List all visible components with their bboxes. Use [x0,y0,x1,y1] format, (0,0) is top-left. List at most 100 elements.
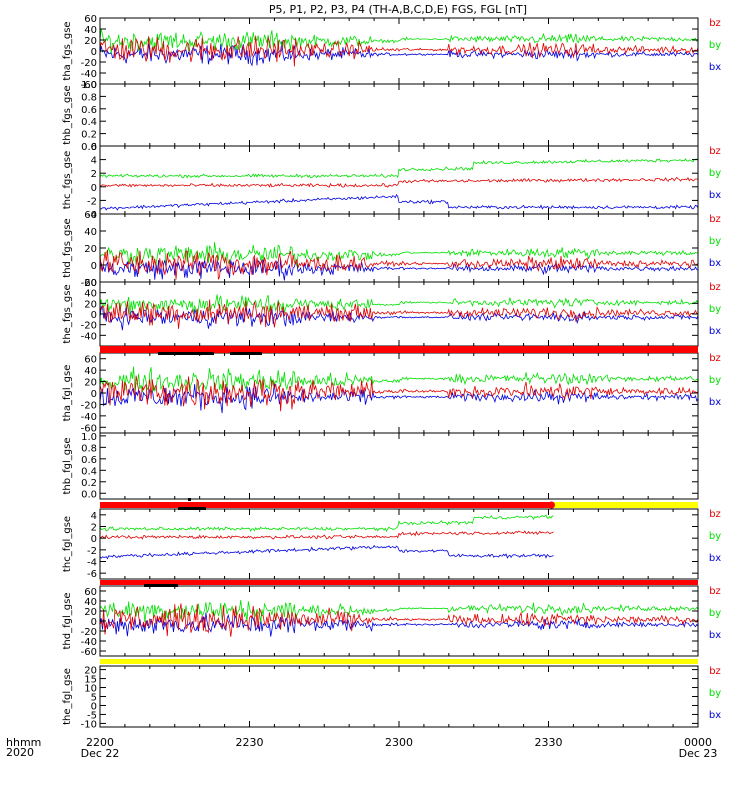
status-bar-segment [100,346,698,353]
x-row-label: hhmm [6,736,41,749]
y-tick-label: 4 [91,511,97,522]
status-bar-segment [100,659,698,664]
series-by-the_fgs_gse [99,294,699,317]
legend-bx: bx [709,553,721,564]
y-tick-label: 1.0 [81,432,97,443]
panel-thd_fgs_gse: 60 40 20 0 -20 thd_fgs_gse bz by bx [62,210,721,289]
y-tick-label: 20 [84,36,97,47]
legend-by: by [709,236,721,247]
y-tick-label: 40 [84,25,97,36]
y-tick-label: -2 [87,546,97,557]
status-bar-segment [553,502,698,508]
y-tick-label: 2 [91,169,97,180]
status-bar-segment [100,502,554,508]
panel-thc_fgs_gse: 6 4 2 0 -2 -4 thc_fgs_gse bz by bx [62,142,721,221]
x-row-label: 2020 [6,746,34,759]
flag-segment [178,507,206,510]
y-tick-label: 60 [84,14,97,25]
y-tick-label: 0 [91,389,97,400]
y-tick-label: -60 [81,80,97,91]
y-tick-label: -5 [87,710,97,721]
flag-segment [158,352,214,355]
y-tick-label: 0.8 [81,443,97,454]
series-bz-tha_fgs_gse [99,35,699,67]
flag-segment [144,584,178,587]
y-tick-label: -2 [87,196,97,207]
series-bx-thc_fgl_gse [99,544,554,560]
series-bx-thd_fgs_gse [99,258,699,281]
y-tick-label: -40 [81,331,97,342]
legend-bx: bx [709,397,721,408]
y-tick-label: -20 [81,400,97,411]
y-tick-label: 1.0 [81,80,97,91]
y-tick-label: -20 [81,321,97,332]
series-by-thd_fgs_gse [99,242,698,267]
y-tick-label: 20 [84,607,97,618]
y-tick-label: 0 [91,261,97,272]
y-tick-label: 4 [91,156,97,167]
y-axis-label: thd_fgl_gse [62,593,73,650]
y-axis-label: thd_fgs_gse [62,218,73,277]
y-tick-label: 0.4 [81,466,97,477]
y-tick-label: 60 [84,355,97,366]
y-tick-label: 0.8 [81,92,97,103]
y-axis-label: tha_fgs_gse [62,21,73,80]
legend-bx: bx [709,326,721,337]
legend-by: by [709,40,721,51]
y-tick-label: 20 [84,244,97,255]
y-tick-label: -40 [81,412,97,423]
series-by-thd_fgl_gse [99,600,699,623]
y-tick-label: 40 [84,366,97,377]
x-tick-sublabel: Dec 22 [81,747,120,760]
y-tick-label: -20 [81,278,97,289]
flag-segment [188,498,191,501]
legend-bz: bz [709,214,721,225]
series-bx-tha_fgs_gse [99,41,699,67]
y-tick-label: -60 [81,647,97,658]
legend-by: by [709,375,721,386]
y-tick-label: 6 [91,142,97,153]
y-tick-label: 20 [84,666,97,677]
flag-segment [230,352,262,355]
legend-by: by [709,688,721,699]
panel-frame [99,281,699,347]
legend-bz: bz [709,353,721,364]
y-tick-label: 0 [91,47,97,58]
y-tick-label: 60 [84,278,97,289]
y-tick-label: 40 [84,597,97,608]
status-bar-marker [547,501,555,509]
legend-bx: bx [709,62,721,73]
y-tick-label: -6 [87,569,97,580]
y-tick-label: 0 [91,701,97,712]
y-tick-label: 60 [84,587,97,598]
legend-by: by [709,168,721,179]
y-tick-label: 0.4 [81,117,97,128]
y-tick-label: 0 [91,183,97,194]
y-tick-label: -40 [81,637,97,648]
y-tick-label: 15 [84,675,97,686]
series-by-tha_fgs_gse [99,29,699,54]
panel-frame [99,508,699,580]
status-bar [100,659,698,664]
y-tick-label: 0.0 [81,142,97,153]
panel-frame [99,432,699,500]
y-tick-label: 2 [91,523,97,534]
y-tick-label: 0.6 [81,455,97,466]
series-bz-thc_fgl_gse [99,530,554,540]
legend-bx: bx [709,190,721,201]
y-axis-label: the_fgs_gse [62,284,73,343]
y-axis-label: thc_fgs_gse [62,151,73,210]
legend-bx: bx [709,258,721,269]
series-bz-tha_fgl_gse [99,375,699,412]
status-bar [100,580,698,585]
x-tick-sublabel: Dec 23 [679,747,718,760]
legend-bz: bz [709,146,721,157]
y-axis-label: thb_fgl_gse [62,438,73,495]
panel-thb_fgl_gse: 1.00.80.60.40.20.0 thb_fgl_gse [62,432,699,500]
status-bar-segment [100,580,698,585]
